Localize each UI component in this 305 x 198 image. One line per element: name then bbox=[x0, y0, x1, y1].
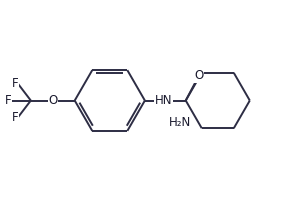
Text: F: F bbox=[12, 111, 19, 124]
Text: F: F bbox=[12, 77, 19, 90]
Text: F: F bbox=[5, 94, 11, 107]
Text: H₂N: H₂N bbox=[169, 116, 191, 129]
Text: O: O bbox=[194, 69, 203, 82]
Text: HN: HN bbox=[155, 94, 173, 107]
Text: O: O bbox=[48, 94, 57, 107]
